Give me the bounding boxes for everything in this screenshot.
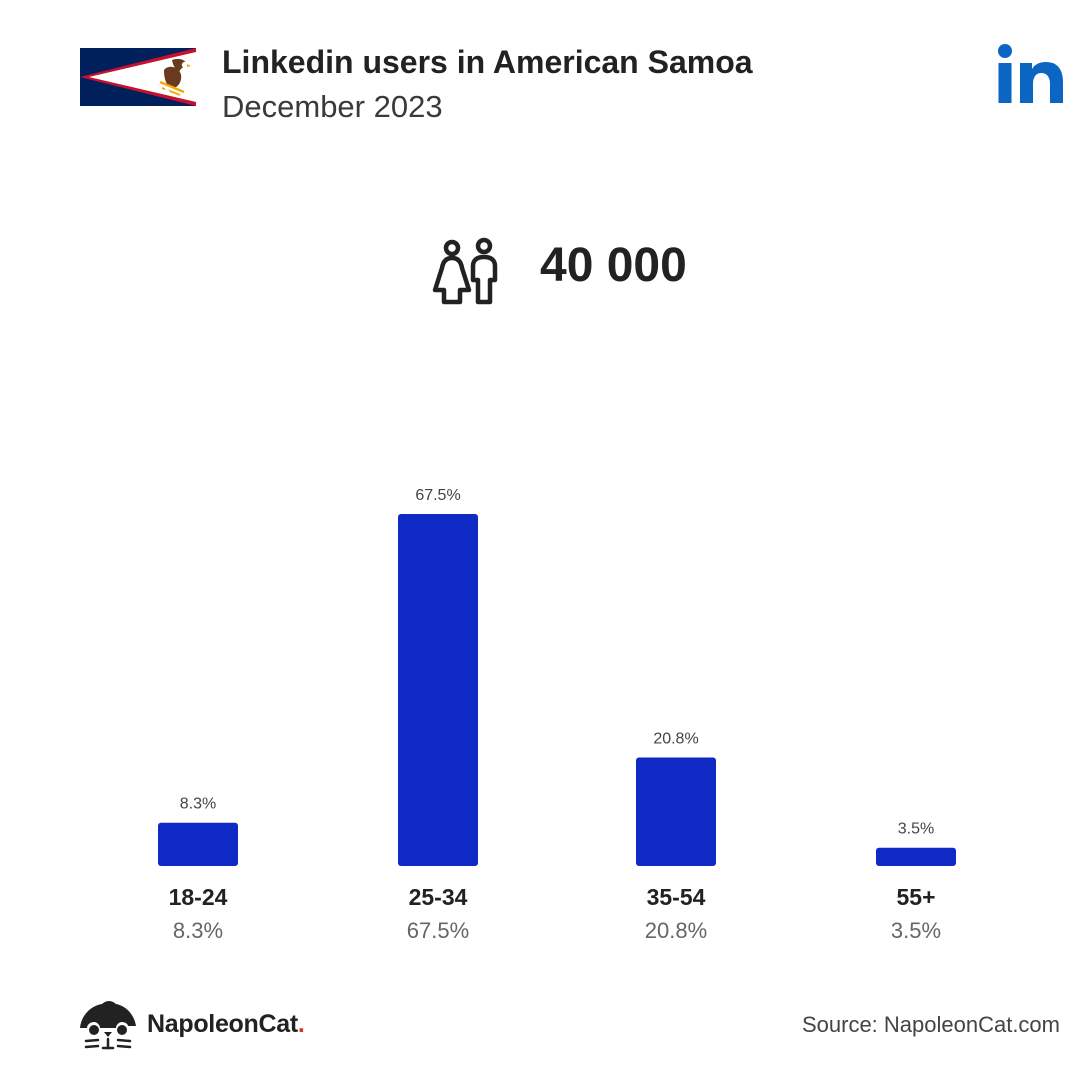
bar-18-24 [158, 822, 238, 866]
total-users-count: 40 000 [540, 239, 687, 292]
users-icon [432, 237, 498, 305]
american-samoa-flag-icon [80, 48, 196, 106]
brand-name-text: NapoleonCat [147, 1010, 298, 1038]
bar-35-54 [636, 757, 716, 866]
category-percent-label: 3.5% [891, 918, 941, 943]
page-subtitle: December 2023 [222, 89, 443, 124]
category-label: 18-24 [169, 884, 228, 910]
bar-value-label: 3.5% [898, 821, 934, 838]
bar-value-label: 67.5% [415, 487, 460, 504]
linkedin-logo-icon [998, 44, 1063, 103]
bar-value-label: 8.3% [180, 796, 216, 813]
page-title: Linkedin users in American Samoa [222, 44, 753, 80]
category-label: 55+ [896, 884, 935, 910]
category-percent-label: 8.3% [173, 918, 223, 943]
category-label: 35-54 [647, 884, 706, 910]
category-percent-label: 67.5% [407, 918, 469, 943]
brand-dot: . [297, 1010, 305, 1038]
napoleoncat-logo-icon [80, 1001, 136, 1050]
bar-value-label: 20.8% [653, 731, 698, 748]
napoleoncat-brand-name: NapoleonCat. [147, 1010, 305, 1039]
bar-25-34 [398, 514, 478, 866]
category-percent-label: 20.8% [645, 918, 707, 943]
source-credit: Source: NapoleonCat.com [801, 1012, 1060, 1037]
bar-55+ [876, 847, 956, 866]
category-label: 25-34 [409, 884, 468, 910]
